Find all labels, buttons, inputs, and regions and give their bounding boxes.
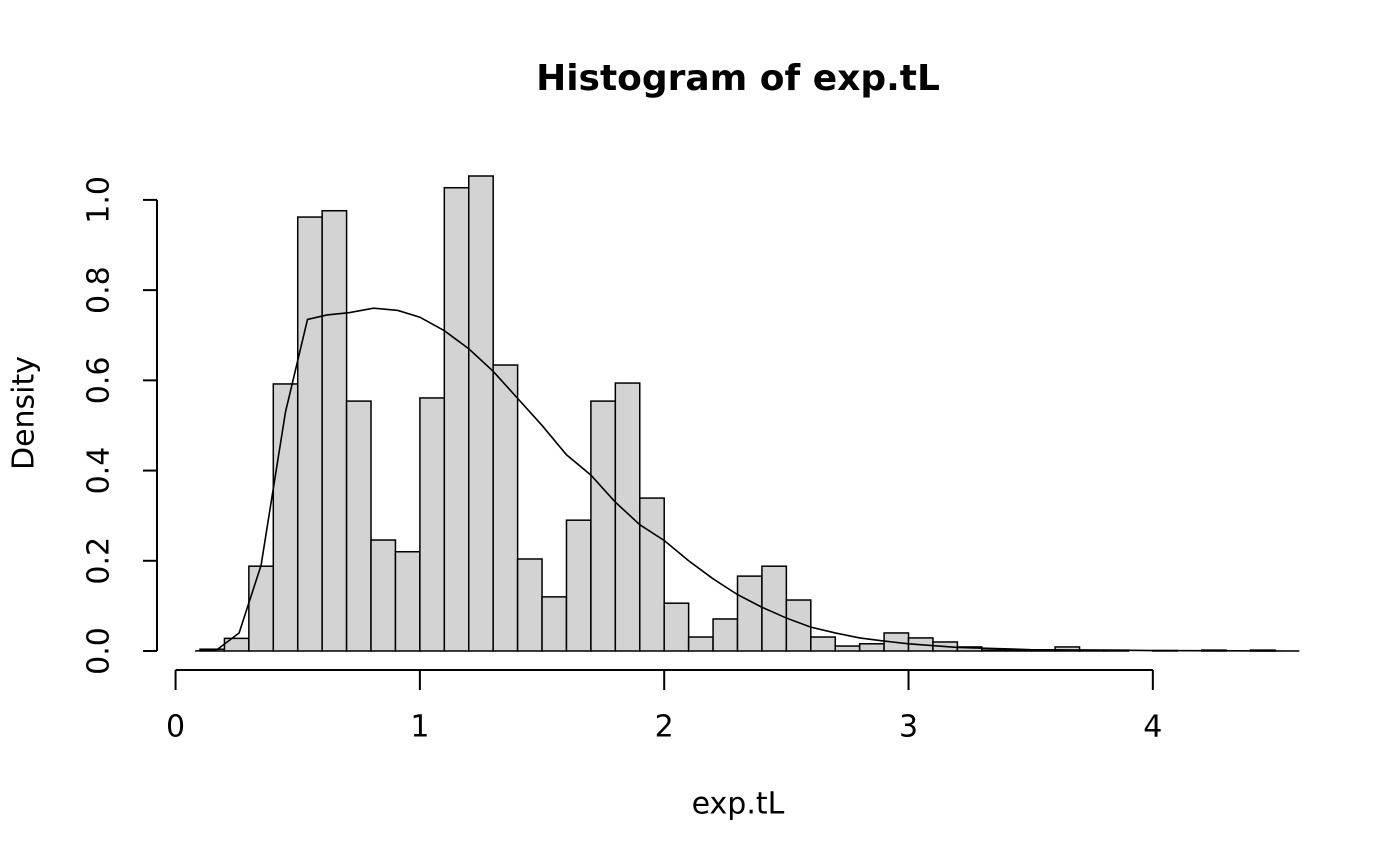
bar xyxy=(590,400,617,652)
y-tick-label: 0.4 xyxy=(82,447,117,495)
bar xyxy=(663,602,690,652)
x-tick-label: 1 xyxy=(410,710,429,745)
y-tick-label: 0.2 xyxy=(82,537,117,585)
x-tick-label: 3 xyxy=(899,710,918,745)
bar xyxy=(565,519,592,652)
bar xyxy=(541,596,568,652)
bar xyxy=(858,643,885,652)
bar xyxy=(468,175,494,652)
x-tick-label: 4 xyxy=(1143,710,1162,745)
bar xyxy=(1054,646,1081,652)
density-line xyxy=(195,307,1300,652)
bar xyxy=(443,186,470,652)
bar xyxy=(712,618,739,652)
bar xyxy=(956,646,983,652)
bar xyxy=(345,400,372,652)
y-tick-label: 0.0 xyxy=(82,627,117,675)
x-axis-label: exp.tL xyxy=(692,787,785,822)
y-axis-label: Density xyxy=(7,356,42,470)
bar xyxy=(394,551,421,652)
bar xyxy=(248,565,275,652)
bar xyxy=(419,397,446,652)
bar xyxy=(639,497,665,652)
chart-title: Histogram of exp.tL xyxy=(536,58,940,99)
y-tick-label: 1.0 xyxy=(82,176,117,224)
bar xyxy=(614,382,641,652)
y-tick-label: 0.6 xyxy=(82,356,117,404)
bar xyxy=(296,216,323,652)
bar xyxy=(736,575,763,652)
bar xyxy=(492,364,519,652)
bar xyxy=(981,649,1007,652)
bar xyxy=(223,637,250,652)
x-tick-label: 0 xyxy=(166,710,185,745)
bar xyxy=(321,209,348,652)
bar xyxy=(272,383,299,652)
bar xyxy=(370,539,397,652)
x-tick-label: 2 xyxy=(655,710,674,745)
bar xyxy=(516,558,543,652)
bar xyxy=(810,636,836,652)
bar xyxy=(834,645,861,652)
bar xyxy=(687,636,714,652)
y-tick-label: 0.8 xyxy=(82,266,117,314)
